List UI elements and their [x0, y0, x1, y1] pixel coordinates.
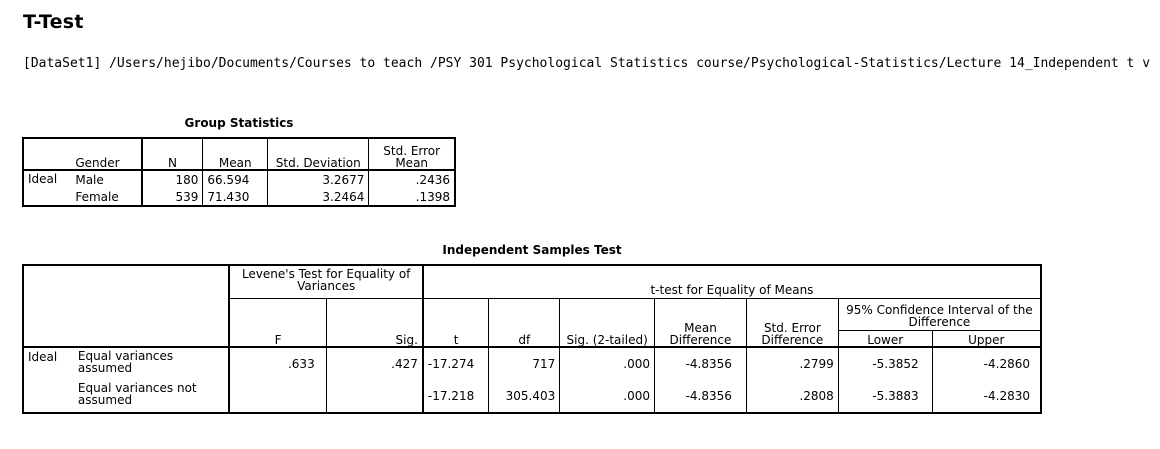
ttest-header: t-test for Equality of Means — [421, 265, 1041, 299]
upper-cell: -4.2830 — [931, 380, 1041, 413]
sig2-header: Sig. (2-tailed) — [559, 298, 655, 348]
n-cell: 180 — [140, 170, 203, 188]
indep-header-row-2: F Sig. t df Sig. (2-tailed) Mean Differe… — [23, 298, 1041, 348]
page-title: T-Test — [23, 11, 84, 33]
gender-header: Gender — [71, 138, 142, 171]
sig2-cell: .000 — [559, 347, 655, 380]
levene-header: Levene's Test for Equality of Variances — [228, 265, 423, 299]
indep-header-row-1: Levene's Test for Equality of Variances … — [23, 265, 1041, 348]
mean-header: Mean — [202, 138, 268, 171]
t-cell: -17.274 — [421, 347, 489, 380]
table-row: Female 539 71.430 3.2464 .1398 — [23, 188, 455, 206]
row-label: Equal variances not assumed — [77, 381, 197, 407]
f-cell — [228, 380, 327, 413]
upper-header: Upper — [931, 330, 1041, 348]
se-diff-cell: .2799 — [745, 347, 839, 380]
df-header: df — [488, 298, 560, 348]
gender-cell: Female — [75, 189, 119, 204]
n-header: N — [140, 138, 203, 171]
group-stats-caption: Group Statistics — [184, 116, 294, 130]
std-dev-cell: 3.2464 — [267, 188, 369, 206]
std-err-cell: .2436 — [368, 170, 455, 188]
mean-cell: 66.594 — [202, 170, 268, 188]
lower-cell: -5.3852 — [837, 347, 933, 380]
variable-label: Ideal — [28, 350, 58, 364]
df-cell: 305.403 — [488, 380, 560, 413]
se-diff-cell: .2808 — [745, 380, 839, 413]
sig-cell: .427 — [325, 347, 423, 380]
df-cell: 717 — [488, 347, 560, 380]
table-row: Equal variances not assumed -17.218 305.… — [23, 380, 1041, 413]
sig-cell — [325, 380, 423, 413]
group-stats-table: Gender N Mean Std. Deviation Std. Error … — [22, 137, 456, 207]
se-diff-header: Std. Error Difference — [745, 298, 839, 348]
std-err-header: Std. Error Mean — [368, 138, 455, 171]
mean-diff-header: Mean Difference — [654, 298, 747, 348]
lower-cell: -5.3883 — [837, 380, 933, 413]
corner-cell — [23, 265, 230, 348]
mean-diff-cell: -4.8356 — [654, 347, 747, 380]
gender-cell: Male — [75, 172, 104, 187]
indep-test-table: Levene's Test for Equality of Variances … — [22, 264, 1042, 414]
upper-cell: -4.2860 — [931, 347, 1041, 380]
dataset-path: [DataSet1] /Users/hejibo/Documents/Cours… — [23, 56, 1151, 71]
mean-cell: 71.430 — [202, 188, 268, 206]
f-cell: .633 — [228, 347, 327, 380]
group-stats-header-row: Gender N Mean Std. Deviation Std. Error … — [23, 138, 455, 171]
corner-cell — [23, 138, 72, 171]
table-row: Ideal Male 180 66.594 3.2677 .2436 — [23, 170, 455, 188]
indep-header-row-3: Lower Upper — [23, 330, 1041, 348]
indep-test-caption: Independent Samples Test — [442, 243, 622, 257]
mean-diff-cell: -4.8356 — [654, 380, 747, 413]
row-label: Equal variances assumed — [77, 349, 174, 375]
sig-header: Sig. — [325, 298, 423, 348]
f-header: F — [228, 298, 327, 348]
t-cell: -17.218 — [421, 380, 489, 413]
sig2-cell: .000 — [559, 380, 655, 413]
n-cell: 539 — [140, 188, 203, 206]
table-row: Ideal Equal variances assumed .633 .427 … — [23, 347, 1041, 380]
ci-header: 95% Confidence Interval of the Differenc… — [837, 298, 1041, 331]
std-dev-cell: 3.2677 — [267, 170, 369, 188]
std-err-cell: .1398 — [368, 188, 455, 206]
std-dev-header: Std. Deviation — [267, 138, 369, 171]
lower-header: Lower — [837, 330, 933, 348]
variable-label: Ideal — [28, 172, 58, 186]
t-header: t — [421, 298, 489, 348]
